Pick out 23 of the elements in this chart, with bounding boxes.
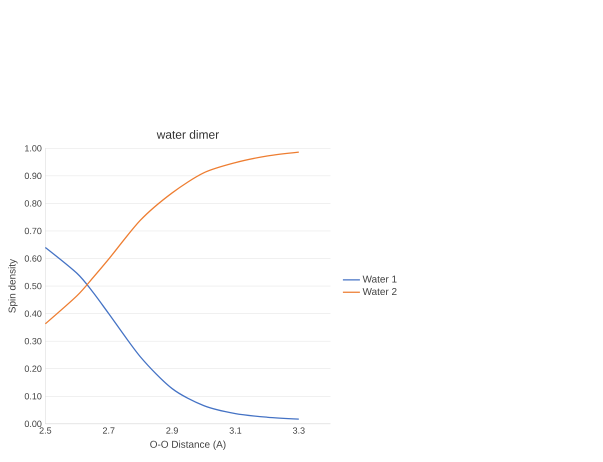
x-tick-label: 3.1 (230, 427, 242, 434)
y-tick-label: 0.00 (24, 420, 42, 427)
x-tick-label: 3.3 (292, 427, 305, 434)
x-axis-title: O-O Distance (A) (150, 440, 226, 450)
x-tick-label: 2.5 (40, 427, 52, 434)
y-tick-label: 0.50 (24, 282, 42, 290)
y-tick-label: 1.00 (25, 145, 42, 152)
legend-label: Water 2 (362, 288, 397, 296)
y-tick-label: 0.80 (24, 200, 42, 207)
y-tick-label: 0.20 (24, 365, 42, 372)
chart-title: water dimer (156, 130, 219, 139)
y-axis-title: Spin density (8, 258, 18, 313)
y-tick-label: 0.30 (24, 338, 42, 344)
y-tick-label: 0.60 (24, 255, 42, 262)
y-tick-label: 0.70 (24, 228, 42, 234)
line-series (44, 246, 300, 420)
line-series (44, 151, 300, 324)
y-tick-label: 0.40 (24, 310, 42, 317)
x-tick-label: 2.7 (102, 427, 115, 434)
legend-label: Water 1 (362, 276, 397, 283)
y-tick-label: 0.10 (24, 393, 42, 400)
x-tick-label: 2.9 (166, 427, 178, 434)
y-tick-label: 0.90 (24, 172, 42, 179)
